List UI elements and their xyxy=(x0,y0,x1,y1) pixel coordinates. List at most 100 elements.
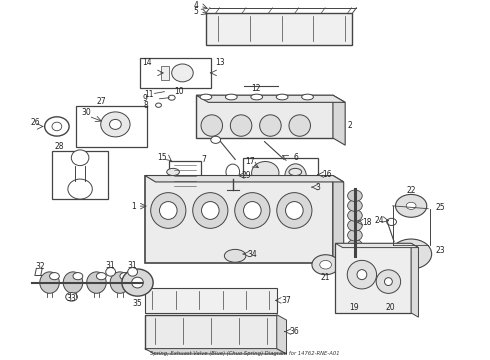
Ellipse shape xyxy=(72,150,89,166)
Ellipse shape xyxy=(201,115,222,136)
Text: 33: 33 xyxy=(67,294,76,303)
Text: 11: 11 xyxy=(144,90,153,99)
Text: 35: 35 xyxy=(133,299,143,308)
Text: 12: 12 xyxy=(251,84,260,93)
Ellipse shape xyxy=(200,94,212,100)
Text: 28: 28 xyxy=(54,142,64,151)
Ellipse shape xyxy=(235,193,270,228)
Text: 4: 4 xyxy=(194,1,198,10)
Ellipse shape xyxy=(66,293,77,301)
Text: 3: 3 xyxy=(316,183,321,192)
Ellipse shape xyxy=(97,273,106,280)
Bar xyxy=(335,243,411,313)
Text: 18: 18 xyxy=(362,218,372,227)
Bar xyxy=(140,58,211,88)
Polygon shape xyxy=(411,243,418,317)
Bar xyxy=(145,288,277,313)
Polygon shape xyxy=(145,348,287,354)
Text: 21: 21 xyxy=(321,273,330,282)
Bar xyxy=(145,176,333,263)
Bar xyxy=(176,177,311,197)
Ellipse shape xyxy=(277,193,312,228)
Ellipse shape xyxy=(225,94,237,100)
Text: 24: 24 xyxy=(375,216,384,225)
Ellipse shape xyxy=(101,112,130,137)
Ellipse shape xyxy=(347,230,362,241)
Bar xyxy=(169,161,201,190)
Polygon shape xyxy=(333,95,345,145)
Text: Spring, Exhuast Valve (Blue) (Chuo Spring) Diagram for 14762-RNE-A01: Spring, Exhuast Valve (Blue) (Chuo Sprin… xyxy=(150,351,340,356)
Ellipse shape xyxy=(268,180,292,194)
Text: 22: 22 xyxy=(406,186,416,195)
Ellipse shape xyxy=(106,267,116,276)
Ellipse shape xyxy=(347,200,362,211)
Ellipse shape xyxy=(193,193,228,228)
Text: 13: 13 xyxy=(215,58,224,67)
Text: 31: 31 xyxy=(106,261,116,270)
Text: 37: 37 xyxy=(282,296,292,305)
Text: 2: 2 xyxy=(347,121,352,130)
Ellipse shape xyxy=(45,117,69,136)
Ellipse shape xyxy=(391,239,432,269)
Text: 32: 32 xyxy=(35,262,45,271)
Ellipse shape xyxy=(167,168,179,176)
Text: 20: 20 xyxy=(385,303,395,312)
Ellipse shape xyxy=(73,273,83,280)
Ellipse shape xyxy=(68,179,92,199)
Text: 25: 25 xyxy=(436,203,445,212)
Ellipse shape xyxy=(320,260,331,269)
Ellipse shape xyxy=(122,269,153,296)
Text: 15: 15 xyxy=(157,153,167,162)
Ellipse shape xyxy=(172,64,193,82)
Bar xyxy=(161,66,169,81)
Text: 16: 16 xyxy=(322,170,332,179)
Ellipse shape xyxy=(52,122,62,131)
Bar xyxy=(52,150,108,199)
Ellipse shape xyxy=(404,249,418,259)
Ellipse shape xyxy=(244,202,261,219)
Ellipse shape xyxy=(168,95,175,100)
Text: 14: 14 xyxy=(143,58,152,67)
Ellipse shape xyxy=(128,267,138,276)
Ellipse shape xyxy=(376,270,401,293)
Polygon shape xyxy=(333,176,343,269)
Text: 17: 17 xyxy=(245,157,255,166)
Ellipse shape xyxy=(224,249,246,262)
Bar xyxy=(206,13,352,45)
Text: 7: 7 xyxy=(201,155,206,164)
Ellipse shape xyxy=(302,94,314,100)
Ellipse shape xyxy=(230,115,252,136)
Ellipse shape xyxy=(357,270,367,280)
Ellipse shape xyxy=(87,272,106,293)
Ellipse shape xyxy=(276,94,288,100)
Text: 9: 9 xyxy=(143,94,147,103)
Ellipse shape xyxy=(159,202,177,219)
Ellipse shape xyxy=(226,164,240,180)
Text: 23: 23 xyxy=(436,246,445,255)
Ellipse shape xyxy=(211,136,220,143)
Ellipse shape xyxy=(151,193,186,228)
Ellipse shape xyxy=(251,94,263,100)
Ellipse shape xyxy=(406,202,416,210)
Ellipse shape xyxy=(132,277,144,288)
Ellipse shape xyxy=(177,180,200,194)
Text: 8: 8 xyxy=(144,101,148,110)
Text: 6: 6 xyxy=(294,153,299,162)
Ellipse shape xyxy=(110,272,130,293)
Text: 36: 36 xyxy=(289,327,299,336)
Ellipse shape xyxy=(207,180,231,194)
Ellipse shape xyxy=(40,272,59,293)
Ellipse shape xyxy=(120,273,130,280)
Ellipse shape xyxy=(289,115,311,136)
Ellipse shape xyxy=(285,164,306,189)
Bar xyxy=(196,95,333,138)
Ellipse shape xyxy=(347,260,376,289)
Ellipse shape xyxy=(251,162,279,184)
Ellipse shape xyxy=(156,103,161,107)
Ellipse shape xyxy=(347,210,362,221)
Ellipse shape xyxy=(286,202,303,219)
Ellipse shape xyxy=(347,220,362,231)
Text: 29: 29 xyxy=(242,171,251,180)
Polygon shape xyxy=(335,243,418,248)
Ellipse shape xyxy=(289,168,302,176)
